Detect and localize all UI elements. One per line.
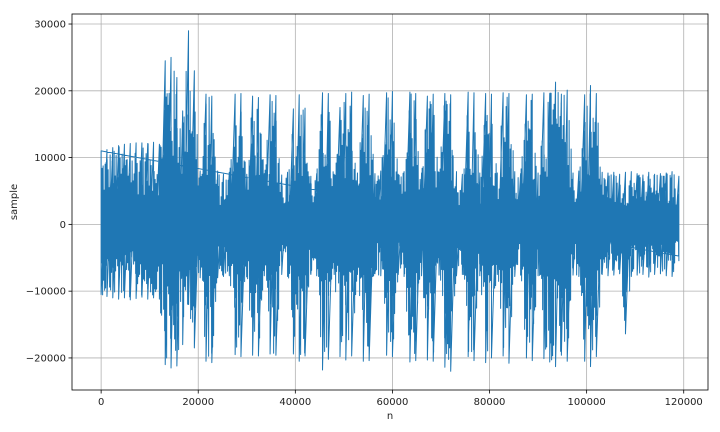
series-layer	[100, 30, 680, 372]
y-tick-label: 10000	[34, 153, 66, 164]
y-tick-label: −20000	[26, 353, 66, 364]
x-tick-label: 20000	[182, 397, 214, 408]
x-tick-label: 120000	[665, 397, 703, 408]
y-tick-label: −10000	[26, 287, 66, 298]
plot-frame	[71, 13, 709, 391]
tick-marks	[68, 23, 685, 394]
x-tick-labels: 0 20000 40000 60000 80000 100000 120000	[98, 397, 703, 408]
x-tick-label: 0	[98, 397, 104, 408]
waveform-series-line	[100, 30, 680, 372]
y-tick-label: 30000	[34, 20, 66, 31]
x-tick-label: 60000	[377, 397, 409, 408]
y-tick-labels: −20000 −10000 0 10000 20000 30000	[26, 20, 66, 365]
x-axis-label: n	[387, 411, 393, 422]
x-tick-label: 80000	[474, 397, 506, 408]
y-tick-label: 0	[60, 220, 66, 231]
y-axis-label: sample	[9, 184, 20, 220]
x-tick-label: 100000	[568, 397, 606, 408]
y-tick-label: 20000	[34, 86, 66, 97]
x-tick-label: 40000	[279, 397, 311, 408]
